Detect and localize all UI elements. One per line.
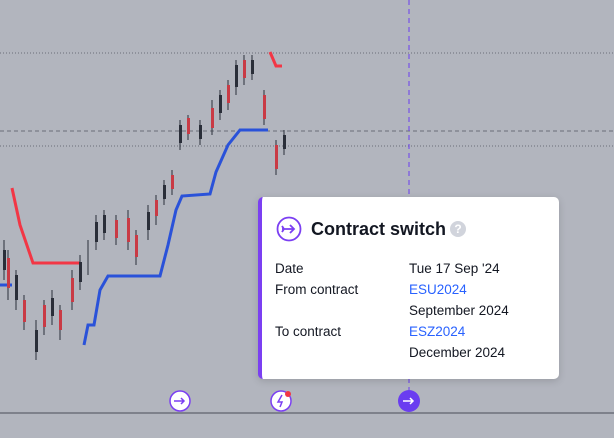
- tooltip: Contract switch ? Date Tue 17 Sep '24 Fr…: [258, 197, 559, 379]
- row-label: Date: [275, 261, 304, 276]
- event-icon: [270, 390, 292, 412]
- row-detail: September 2024: [409, 303, 509, 318]
- tooltip-icon: [276, 216, 302, 242]
- event-icon: [169, 390, 191, 412]
- trend-line-down: [268, 51, 282, 68]
- event-icon-active: [398, 390, 420, 412]
- trend-line-down: [10, 187, 80, 265]
- tooltip-title: Contract switch: [311, 218, 447, 239]
- tooltip-header: Contract switch: [276, 216, 446, 242]
- candle-bodies-down: [7, 60, 278, 330]
- trend-line-up: [82, 128, 268, 346]
- row-label: From contract: [275, 282, 359, 297]
- row-detail: December 2024: [409, 345, 506, 360]
- row-value: Tue 17 Sep '24: [409, 261, 500, 276]
- contract-link[interactable]: ESZ2024: [409, 324, 466, 339]
- contract-link[interactable]: ESU2024: [409, 282, 467, 297]
- row-label: To contract: [275, 324, 342, 339]
- help-icon[interactable]: ?: [450, 221, 466, 237]
